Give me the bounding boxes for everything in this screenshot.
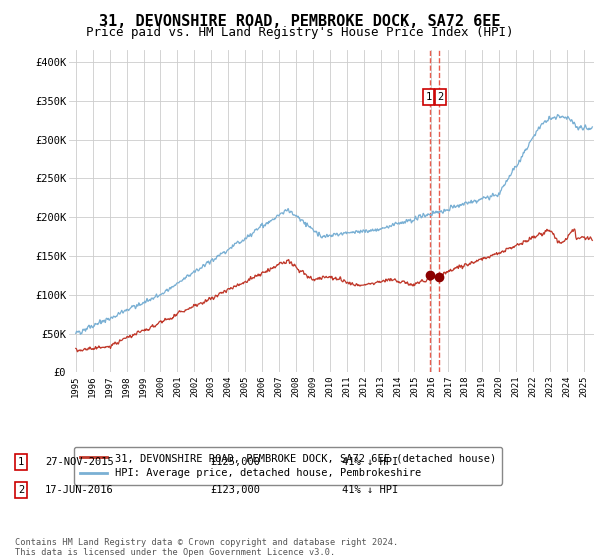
Text: 31, DEVONSHIRE ROAD, PEMBROKE DOCK, SA72 6EE: 31, DEVONSHIRE ROAD, PEMBROKE DOCK, SA72… — [99, 14, 501, 29]
Text: £125,000: £125,000 — [210, 457, 260, 467]
Text: £123,000: £123,000 — [210, 485, 260, 495]
Legend: 31, DEVONSHIRE ROAD, PEMBROKE DOCK, SA72 6EE (detached house), HPI: Average pric: 31, DEVONSHIRE ROAD, PEMBROKE DOCK, SA72… — [74, 447, 502, 484]
Text: 41% ↓ HPI: 41% ↓ HPI — [342, 457, 398, 467]
Text: 2: 2 — [437, 92, 443, 102]
Text: Contains HM Land Registry data © Crown copyright and database right 2024.
This d: Contains HM Land Registry data © Crown c… — [15, 538, 398, 557]
Text: 27-NOV-2015: 27-NOV-2015 — [45, 457, 114, 467]
Text: Price paid vs. HM Land Registry's House Price Index (HPI): Price paid vs. HM Land Registry's House … — [86, 26, 514, 39]
Text: 1: 1 — [18, 457, 24, 467]
Text: 41% ↓ HPI: 41% ↓ HPI — [342, 485, 398, 495]
Text: 17-JUN-2016: 17-JUN-2016 — [45, 485, 114, 495]
Text: 2: 2 — [18, 485, 24, 495]
Text: 1: 1 — [425, 92, 432, 102]
